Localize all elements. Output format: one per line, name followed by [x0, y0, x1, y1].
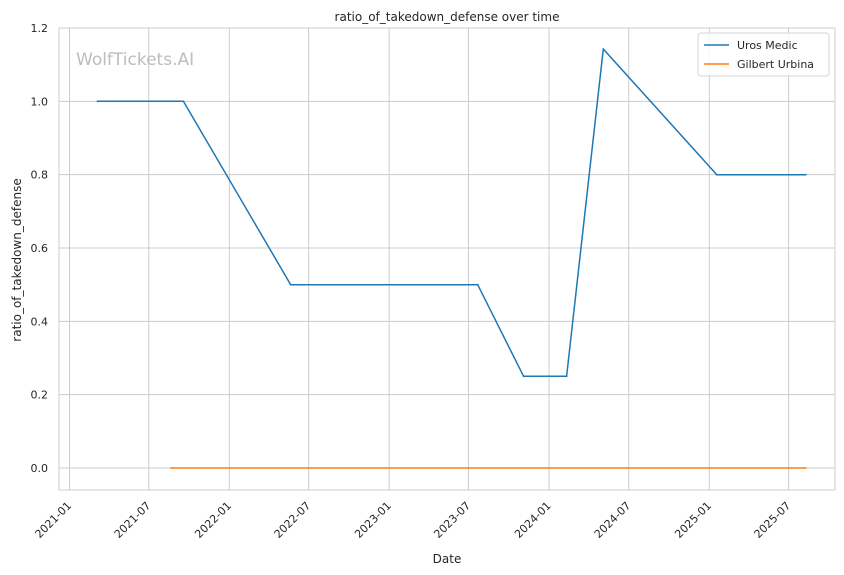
- legend-label-gilbert-urbina: Gilbert Urbina: [737, 58, 814, 71]
- data-point-uros-medic: [182, 100, 185, 103]
- data-point-uros-medic: [602, 48, 605, 50]
- data-point-uros-medic: [565, 375, 568, 378]
- data-point-gilbert-urbina: [804, 467, 807, 469]
- legend-box: [697, 32, 830, 77]
- x-axis-label: Date: [433, 552, 462, 566]
- y-tick-label-1-0: 1.0: [31, 95, 49, 108]
- plot-frame: [58, 27, 836, 491]
- data-point-uros-medic: [804, 173, 807, 176]
- data-point-uros-medic: [522, 375, 525, 378]
- y-tick-label-0-8: 0.8: [31, 169, 49, 182]
- chart-title: ratio_of_takedown_defense over time: [335, 10, 560, 24]
- legend-label-uros-medic: Uros Medic: [737, 39, 798, 52]
- y-axis-label: ratio_of_takedown_defense: [10, 178, 24, 341]
- data-point-uros-medic: [476, 283, 479, 286]
- data-point-gilbert-urbina: [170, 467, 173, 469]
- y-tick-label-0-0: 0.0: [31, 462, 49, 475]
- y-tick-label-0-4: 0.4: [31, 315, 49, 328]
- y-tick-label-1-2: 1.2: [31, 22, 49, 35]
- data-point-uros-medic: [96, 100, 99, 103]
- data-point-uros-medic: [715, 173, 718, 176]
- y-tick-label-0-6: 0.6: [31, 242, 49, 255]
- legend: Uros Medic Gilbert Urbina: [697, 32, 830, 77]
- y-tick-label-0-2: 0.2: [31, 389, 49, 402]
- data-point-uros-medic: [289, 283, 292, 286]
- watermark: WolfTickets.AI: [76, 50, 194, 70]
- series-layer: [96, 48, 807, 469]
